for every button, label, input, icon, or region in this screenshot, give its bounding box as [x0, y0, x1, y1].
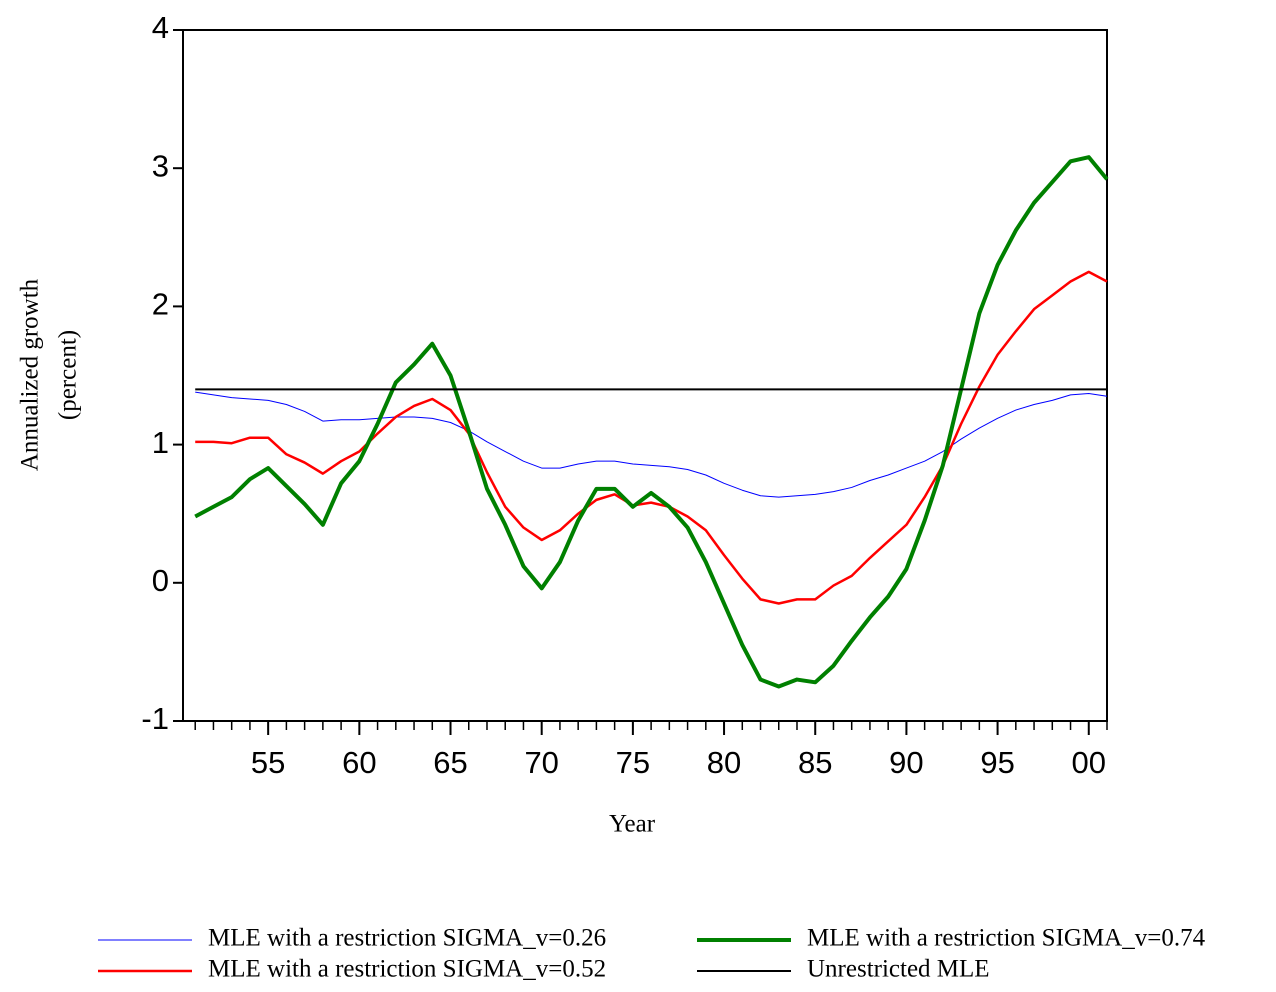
series-line: [195, 270, 1108, 605]
series-line: [195, 391, 1108, 498]
x-tick-label: 75: [616, 745, 650, 780]
plot-frame: [182, 29, 1108, 722]
legend-label: MLE with a restriction SIGMA_v=0.74: [807, 925, 1206, 952]
y-axis-title: (percent): [55, 330, 82, 420]
legend-label: Unrestricted MLE: [807, 956, 990, 983]
y-tick-label: 2: [152, 287, 169, 322]
y-axis-title: Annualized growth: [17, 278, 44, 471]
y-tick-label: -1: [141, 701, 169, 736]
legend-label: MLE with a restriction SIGMA_v=0.26: [208, 925, 606, 952]
x-tick-label: 60: [342, 745, 376, 780]
y-tick-label: 1: [152, 425, 169, 460]
x-tick-label: 90: [889, 745, 923, 780]
x-tick-label: 70: [524, 745, 558, 780]
x-tick-label: 00: [1072, 745, 1106, 780]
y-tick-label: 3: [152, 148, 169, 183]
series-line: [194, 155, 1109, 689]
x-tick-label: 55: [251, 745, 285, 780]
y-tick-label: 4: [152, 10, 169, 45]
x-tick-label: 95: [980, 745, 1014, 780]
y-tick-label: 0: [152, 563, 169, 598]
legend-label: MLE with a restriction SIGMA_v=0.52: [208, 956, 606, 983]
x-tick-label: 85: [798, 745, 832, 780]
x-tick-label: 80: [707, 745, 741, 780]
x-tick-label: 65: [433, 745, 467, 780]
x-axis-title: Year: [609, 811, 656, 838]
